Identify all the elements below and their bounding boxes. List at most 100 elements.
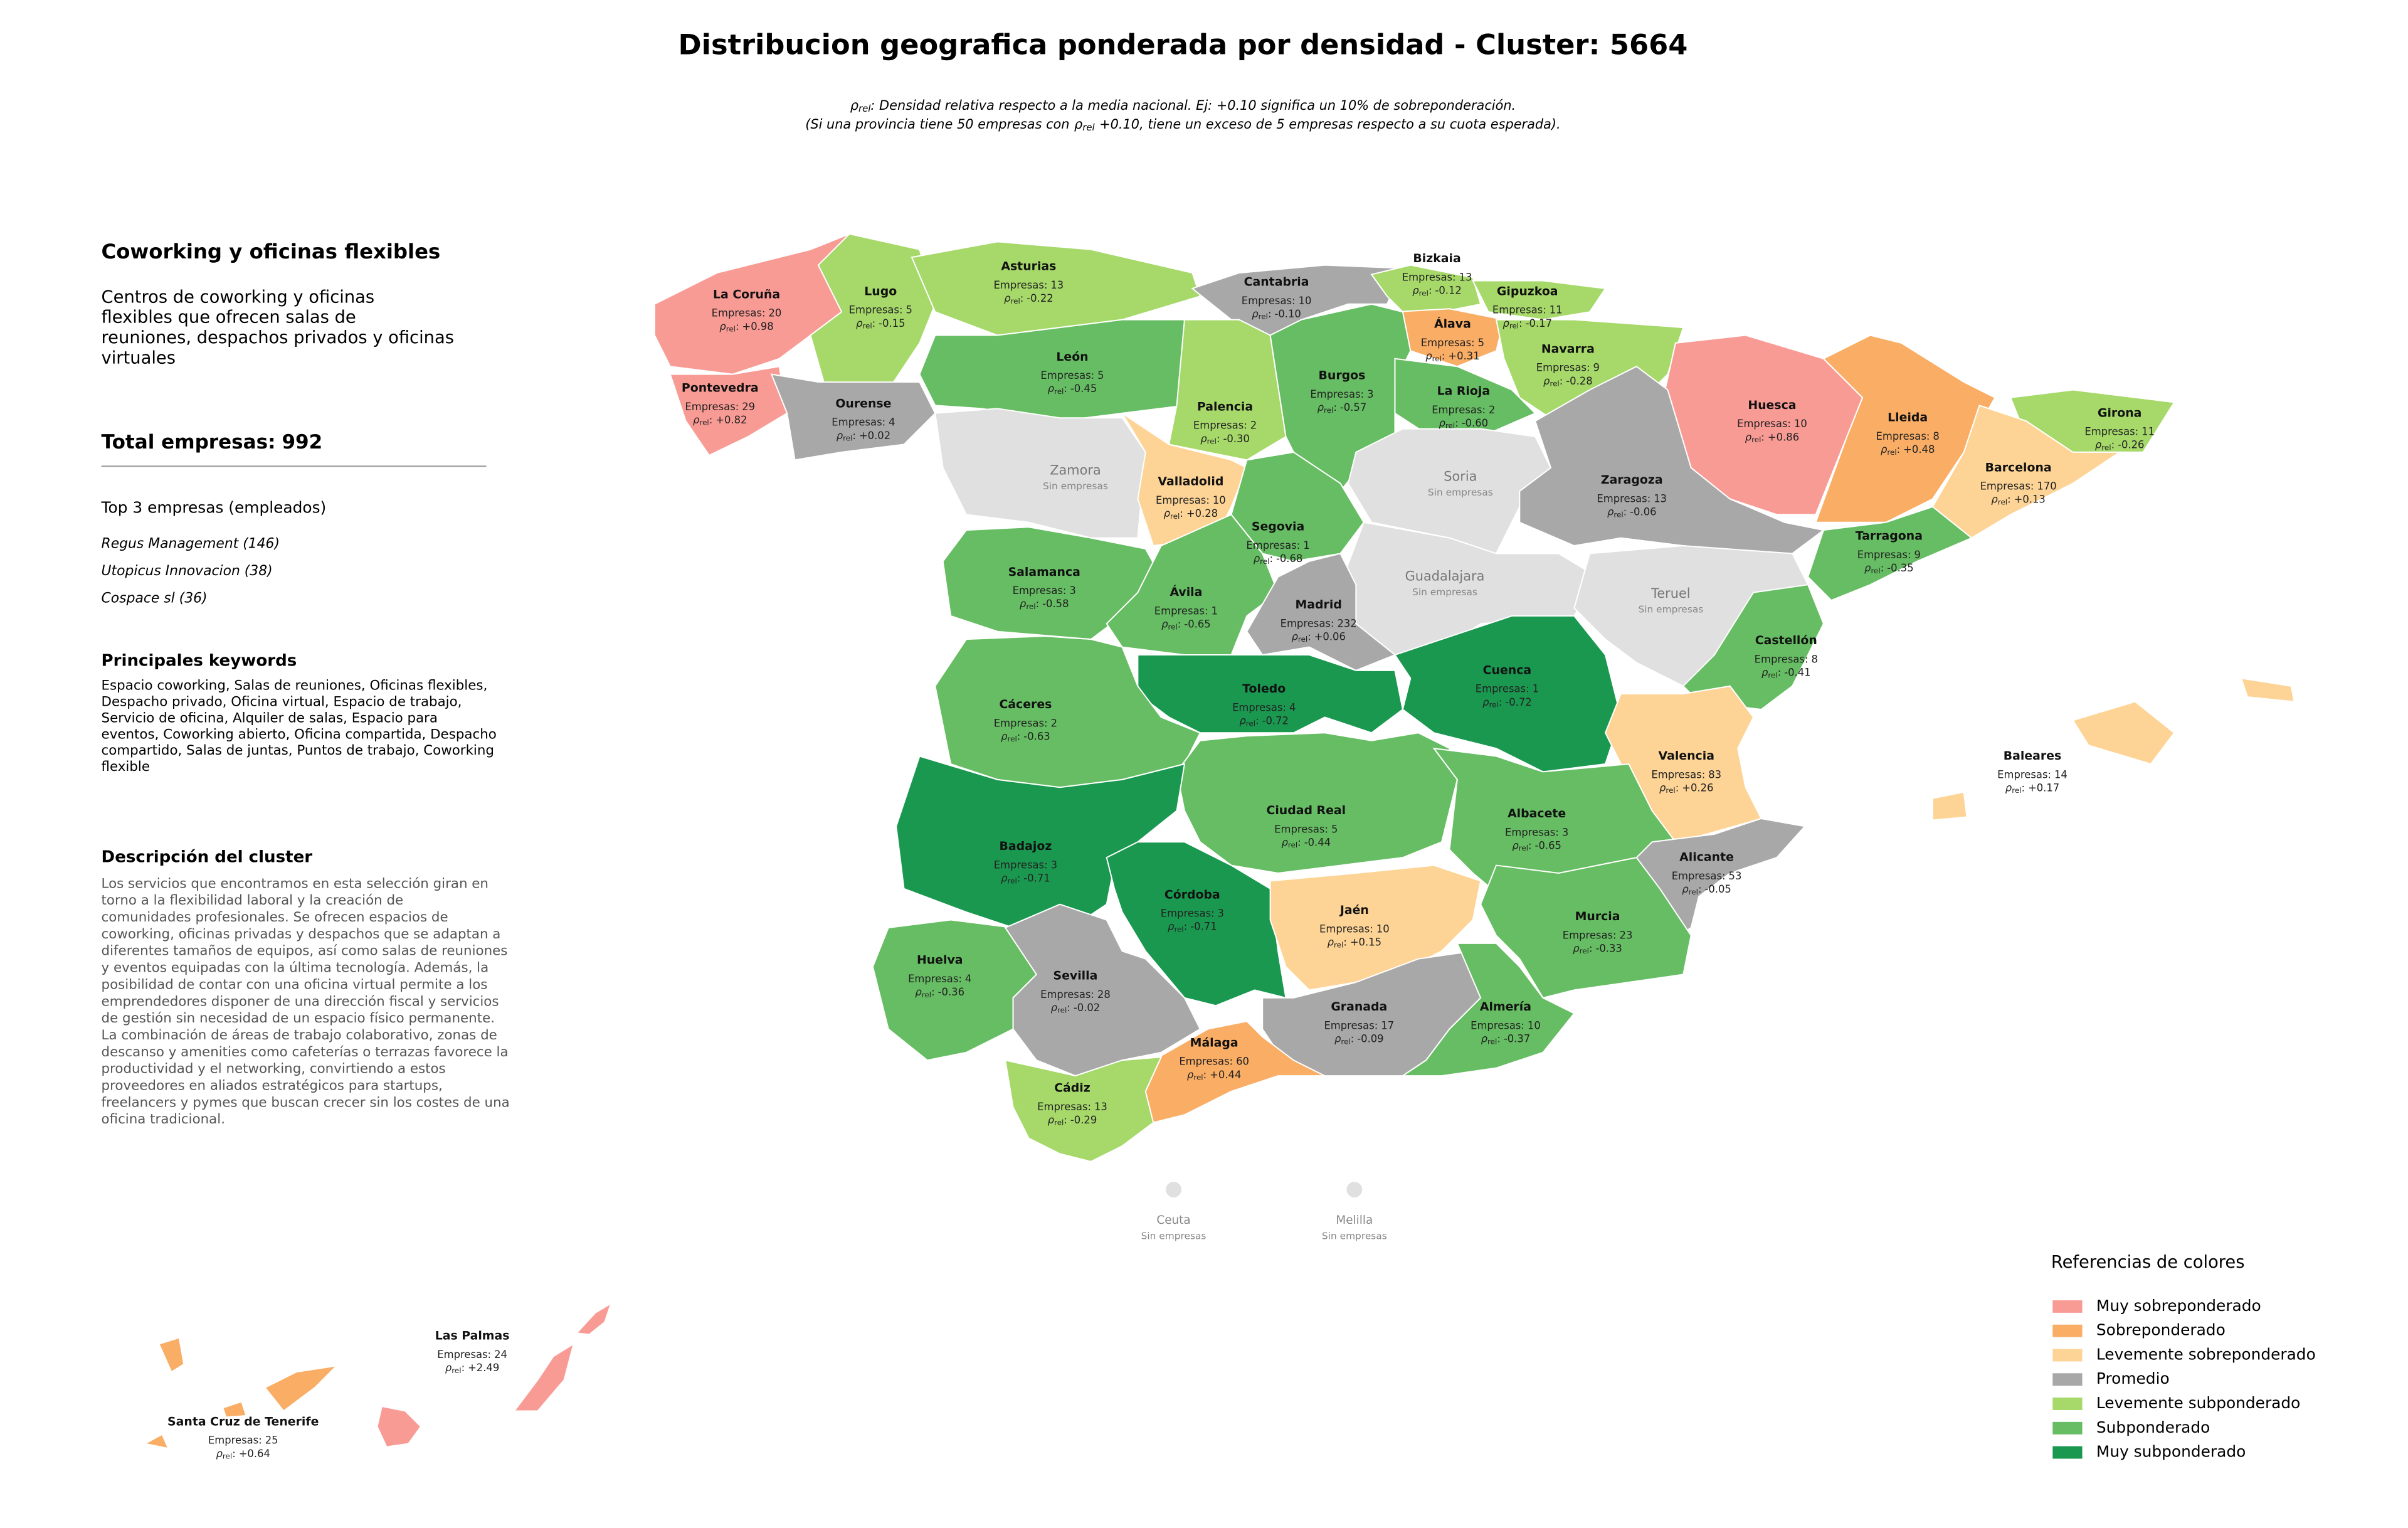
legend-title: Referencias de colores xyxy=(2051,1253,2245,1272)
separator: : xyxy=(1064,1113,1067,1125)
separator: : xyxy=(1017,730,1021,742)
count-value: 20 xyxy=(769,307,782,319)
separator: : xyxy=(1589,942,1593,954)
symbol: ρ xyxy=(1425,350,1432,362)
province-name: Baleares xyxy=(2004,749,2061,763)
count-line: Empresas: 232 xyxy=(1281,617,1357,629)
province-shape xyxy=(143,1433,170,1450)
province-name: Toledo xyxy=(1242,682,1286,696)
rho-line: ρrel: +0.06 xyxy=(1291,630,1345,644)
total-value: 992 xyxy=(282,431,322,454)
rho-value: -0.12 xyxy=(1435,284,1461,296)
subscript: rel xyxy=(1613,510,1623,519)
count-label: Empresas: xyxy=(832,416,885,428)
panel-line: flexible xyxy=(102,759,150,775)
city-marker xyxy=(1166,1182,1181,1197)
rho-line: ρrel: +0.31 xyxy=(1425,350,1479,363)
rho-value: -0.28 xyxy=(1566,374,1592,386)
rho-value: -0.72 xyxy=(1262,714,1289,726)
separator: : xyxy=(1761,431,1765,443)
separator: : xyxy=(1333,401,1337,413)
rho-value: -0.58 xyxy=(1042,598,1069,610)
count-value: 13 xyxy=(1094,1100,1107,1112)
rho-value: -0.09 xyxy=(1357,1032,1383,1044)
count-line: Empresas: 9 xyxy=(1857,548,1921,560)
province-name: Segovia xyxy=(1252,520,1304,534)
count-label: Empresas: xyxy=(1156,494,1210,506)
province-name: Granada xyxy=(1331,1000,1387,1014)
count-value: 5 xyxy=(1331,823,1338,835)
symbol: ρ xyxy=(1607,506,1614,517)
top-title: Top 3 empresas (empleados) xyxy=(101,498,327,516)
rho-line: ρrel: -0.71 xyxy=(1168,920,1217,933)
count-line: Empresas: 2 xyxy=(1193,419,1257,431)
count-value: 3 xyxy=(1218,907,1224,919)
keywords-title: Principales keywords xyxy=(102,651,297,670)
rho-value: +0.86 xyxy=(1768,431,1799,443)
symbol: ρ xyxy=(850,98,859,113)
province-name: Soria xyxy=(1444,469,1477,484)
count-value: 3 xyxy=(1051,859,1057,871)
rho-line: ρrel: -0.30 xyxy=(1200,432,1250,445)
count-line: Empresas: 2 xyxy=(1432,403,1495,415)
separator: : xyxy=(2021,782,2025,793)
count-line: Empresas: 5 xyxy=(1040,369,1104,381)
count-label: Empresas: xyxy=(1421,336,1475,348)
symbol: ρ xyxy=(2095,438,2102,450)
symbol: ρ xyxy=(1745,431,1752,443)
count-line: Empresas: 4 xyxy=(908,972,971,984)
rho-line: ρrel: +0.15 xyxy=(1328,936,1381,949)
separator: : xyxy=(2007,493,2011,505)
province-name: Castellón xyxy=(1755,634,1817,647)
separator: : xyxy=(1497,1032,1501,1044)
count-value: 5 xyxy=(1097,369,1104,381)
panel-title: Coworking y oficinas flexibles xyxy=(102,240,441,263)
panel-line: eventos, Coworking abierto, Oficina comp… xyxy=(102,726,497,742)
province-shape xyxy=(2072,701,2175,765)
subscript: rel xyxy=(1008,876,1017,885)
province-shape xyxy=(1137,654,1403,734)
rho-value: -0.41 xyxy=(1784,666,1810,678)
legend-swatch xyxy=(2052,1398,2083,1410)
count-label: Empresas: xyxy=(1876,430,1930,442)
province-shape xyxy=(1931,405,2122,539)
rho-line: ρrel: -0.06 xyxy=(1607,506,1657,519)
province-name: Cuenca xyxy=(1483,663,1531,677)
count-line: Empresas: 5 xyxy=(849,304,912,316)
province-shape xyxy=(222,1401,248,1418)
province-name: Santa Cruz de Tenerife xyxy=(167,1414,319,1428)
separator: : xyxy=(232,1447,236,1459)
panel-line: productividad y el networking, convirtie… xyxy=(102,1061,446,1077)
count-value: 4 xyxy=(965,972,971,984)
count-label: Empresas: xyxy=(1476,682,1529,694)
empty-label: Sin empresas xyxy=(1638,603,1703,615)
count-label: Empresas: xyxy=(1505,826,1559,838)
panel-line: virtuales xyxy=(102,348,176,368)
symbol: ρ xyxy=(1881,443,1888,455)
count-line: Empresas: 25 xyxy=(208,1434,278,1446)
province-shape xyxy=(1106,841,1287,1007)
rho-value: +0.31 xyxy=(1448,350,1479,362)
province-name: Huelva xyxy=(917,953,963,967)
province-shape xyxy=(1931,791,1968,821)
subscript: rel xyxy=(1489,700,1499,709)
count-label: Empresas: xyxy=(1997,768,2051,780)
rho-value: -0.30 xyxy=(1223,432,1249,444)
subscript: rel xyxy=(1026,602,1035,610)
rho-line: ρrel: -0.15 xyxy=(856,317,906,330)
separator: : xyxy=(1255,714,1259,726)
separator: : xyxy=(1203,1068,1207,1080)
rho-line: ρrel: +0.26 xyxy=(1659,782,1713,795)
count-value: 2 xyxy=(1489,403,1495,415)
subscript: rel xyxy=(843,433,852,442)
panel-line: de gestión sin necesidad de un espacio f… xyxy=(102,1011,495,1026)
province-shape xyxy=(669,366,788,457)
count-label: Empresas: xyxy=(1432,403,1486,415)
count-label: Empresas: xyxy=(994,717,1048,729)
panel-line: La combinación de áreas de trabajo colab… xyxy=(102,1027,497,1043)
province-name: Lleida xyxy=(1888,411,1928,425)
count-line: Empresas: 23 xyxy=(1563,929,1633,941)
province-name: Sevilla xyxy=(1054,969,1098,983)
symbol: ρ xyxy=(1074,117,1083,132)
count-label: Empresas: xyxy=(1310,388,1364,400)
